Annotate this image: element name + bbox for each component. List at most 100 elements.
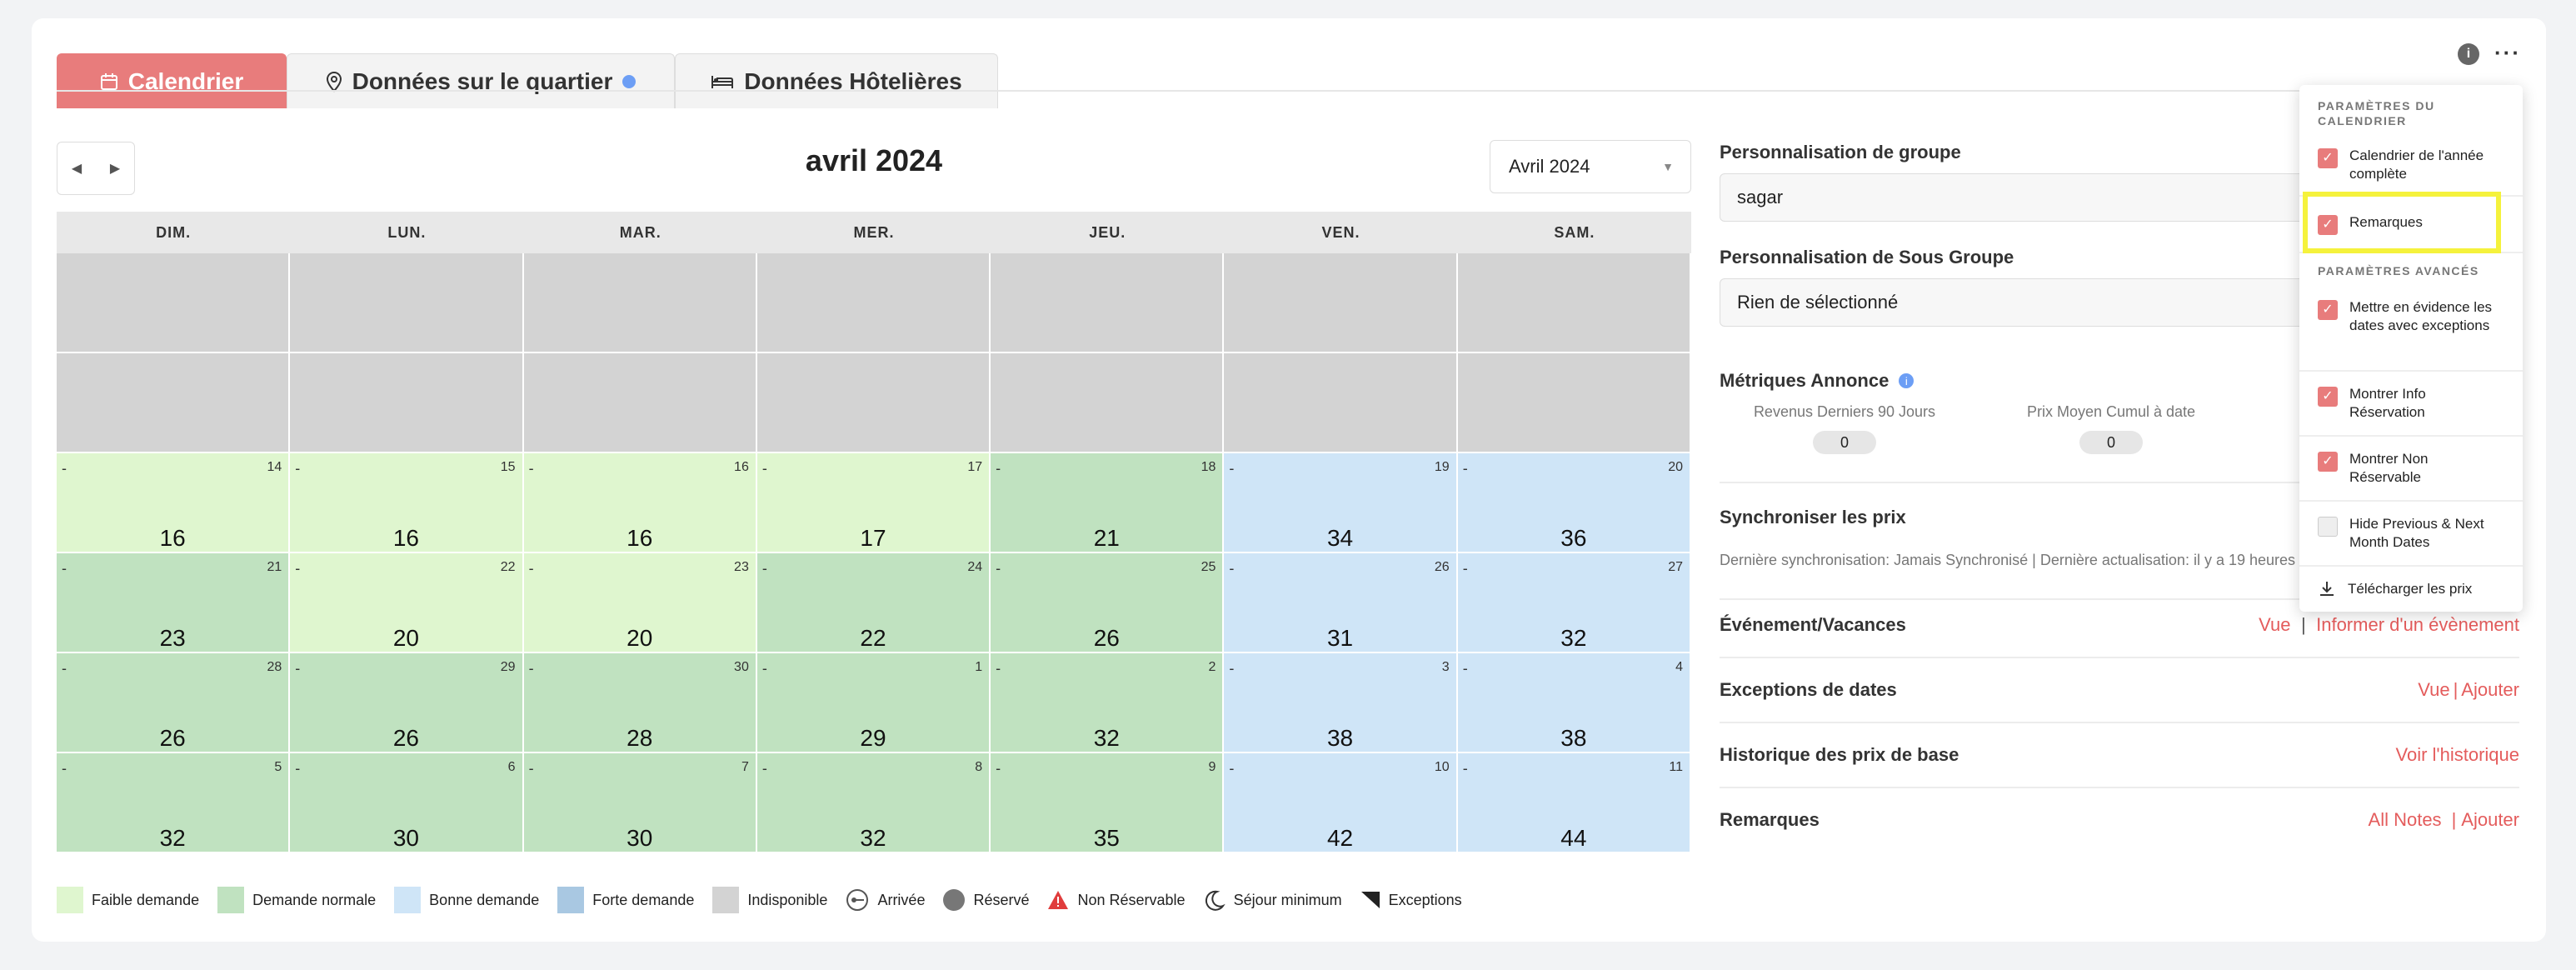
calendar-day-cell	[756, 253, 991, 353]
checkbox-checked-icon[interactable]: ✓	[2318, 148, 2338, 168]
calendar-day-cell[interactable]: - 21 23	[57, 553, 291, 653]
exceptions-add-link[interactable]: Ajouter	[2461, 679, 2519, 700]
divider	[2299, 500, 2523, 502]
cell-marker: -	[1462, 560, 1468, 577]
calendar-day-cell[interactable]: - 25 26	[991, 553, 1225, 653]
month-select[interactable]: Avril 2024 ▼	[1490, 140, 1691, 193]
day-price: 38	[1326, 725, 1354, 751]
day-price: 22	[860, 625, 886, 651]
chevron-left-icon[interactable]: ◀	[71, 162, 82, 176]
chevron-right-icon[interactable]: ▶	[109, 162, 121, 176]
legend-item: Demande normale	[217, 887, 376, 913]
day-number: 16	[734, 460, 749, 474]
cell-marker: -	[295, 460, 301, 477]
menu-item-label: Montrer Info Réservation	[2349, 386, 2426, 420]
cell-marker: -	[295, 560, 301, 577]
day-number: 5	[274, 760, 282, 774]
checkbox-checked-icon[interactable]: ✓	[2318, 215, 2338, 235]
menu-section-header: PARAMÈTRES DU CALENDRIER	[2318, 99, 2435, 128]
menu-item-download[interactable]: Télécharger les prix	[2299, 580, 2523, 598]
calendar-day-cell[interactable]: - 5 32	[57, 753, 291, 853]
tab-donnees-hotelieres[interactable]: Données Hôtelières	[675, 53, 998, 108]
weekday-header: DIM. LUN. MAR. MER. JEU. VEN. SAM.	[57, 212, 1691, 253]
calendar-day-cell[interactable]: - 1 29	[756, 653, 991, 753]
calendar-day-cell[interactable]: - 6 30	[290, 753, 524, 853]
info-icon[interactable]: i	[2458, 43, 2479, 65]
legend-label: Exceptions	[1388, 891, 1462, 908]
info-icon: i	[1899, 373, 1915, 388]
menu-item-hide-adjacent-months[interactable]: Hide Previous & Next Month Dates	[2299, 515, 2523, 552]
calendar-day-cell[interactable]: - 27 32	[1457, 553, 1691, 653]
calendar-day-cell[interactable]: - 26 31	[1224, 553, 1458, 653]
calendar-day-cell[interactable]: - 20 36	[1457, 453, 1691, 553]
month-select-value: Avril 2024	[1509, 156, 1590, 177]
calendar-day-cell[interactable]: - 10 42	[1224, 753, 1458, 853]
calendar-day-cell[interactable]: - 17 17	[756, 453, 991, 553]
calendar-day-cell[interactable]: - 8 32	[756, 753, 991, 853]
calendar-day-cell[interactable]: - 2 32	[991, 653, 1225, 753]
calendar-day-cell[interactable]: - 11 44	[1457, 753, 1691, 853]
subgroup-select-value: Rien de sélectionné	[1737, 292, 1899, 312]
divider	[1720, 722, 2519, 723]
calendar-day-cell[interactable]: - 30 28	[523, 653, 757, 753]
menu-item-booking-info[interactable]: ✓ Montrer Info Réservation	[2299, 385, 2523, 422]
divider	[1720, 598, 2519, 600]
checkbox-checked-icon[interactable]: ✓	[2318, 300, 2338, 320]
history-link[interactable]: Voir l'historique	[2395, 744, 2520, 765]
calendar-day-cell[interactable]: - 22 20	[290, 553, 524, 653]
calendar-day-cell[interactable]: - 23 20	[523, 553, 757, 653]
exceptions-view-link[interactable]: Vue	[2418, 679, 2450, 700]
calendar-day-cell[interactable]: - 14 16	[57, 453, 291, 553]
calendar-day-cell[interactable]: - 4 38	[1457, 653, 1691, 753]
legend-item: Indisponible	[712, 887, 827, 913]
day-number: 26	[1434, 560, 1450, 574]
menu-item-non-bookable[interactable]: ✓ Montrer Non Réservable	[2299, 450, 2523, 487]
checkbox-checked-icon[interactable]: ✓	[2318, 387, 2338, 407]
events-view-link[interactable]: Vue	[2259, 614, 2291, 635]
events-inform-link[interactable]: Informer d'un évènement	[2316, 614, 2519, 635]
menu-item-highlight-exceptions[interactable]: ✓ Mettre en évidence les dates avec exce…	[2299, 298, 2523, 335]
day-price: 36	[1560, 525, 1587, 551]
checkbox-checked-icon[interactable]: ✓	[2318, 452, 2338, 472]
calendar-day-cell	[57, 253, 291, 353]
exceptions-label: Exceptions de dates	[1720, 679, 1897, 700]
legend: Faible demande Demande normale Bonne dem…	[57, 883, 1480, 917]
tab-donnees-quartier[interactable]: Données sur le quartier	[287, 53, 675, 108]
calendar-day-cell[interactable]: - 16 16	[523, 453, 757, 553]
calendar-day-cell[interactable]: - 3 38	[1224, 653, 1458, 753]
day-number: 4	[1675, 660, 1683, 674]
day-price: 34	[1326, 525, 1354, 551]
metric-revenue: Revenus Derniers 90 Jours 0	[1720, 403, 1969, 454]
swatch	[217, 887, 245, 913]
menu-item-remarques[interactable]: ✓ Remarques	[2299, 213, 2523, 235]
day-price: 17	[860, 525, 886, 551]
calendar-day-cell[interactable]: - 9 35	[991, 753, 1225, 853]
calendar-day-cell[interactable]: - 19 34	[1224, 453, 1458, 553]
calendar-day-cell[interactable]: - 15 16	[290, 453, 524, 553]
day-price: 16	[627, 525, 653, 551]
cell-marker: -	[295, 660, 301, 677]
calendar-day-cell[interactable]: - 18 21	[991, 453, 1225, 553]
notes-all-link[interactable]: All Notes	[2368, 809, 2442, 830]
checkbox-unchecked-icon[interactable]	[2318, 517, 2338, 537]
cell-marker: -	[1462, 660, 1468, 677]
calendar-day-cell[interactable]: - 28 26	[57, 653, 291, 753]
calendar-day-cell	[991, 253, 1225, 353]
more-options-icon[interactable]: ···	[2494, 40, 2521, 65]
calendar-day-cell[interactable]: - 24 22	[756, 553, 991, 653]
metric-label: Prix Moyen Cumul à date	[2026, 403, 2196, 420]
swatch	[57, 887, 83, 913]
weekday-label: MAR.	[619, 223, 661, 241]
menu-item-full-year[interactable]: ✓ Calendrier de l'année complète	[2299, 147, 2523, 183]
day-number: 27	[1668, 560, 1683, 574]
calendar-day-cell	[991, 353, 1225, 453]
calendar-day-cell[interactable]: - 29 26	[290, 653, 524, 753]
divider	[1720, 482, 2519, 483]
legend-label: Réservé	[973, 891, 1030, 908]
day-price: 30	[392, 825, 419, 851]
day-number: 1	[975, 660, 983, 674]
calendar-day-cell[interactable]: - 7 30	[523, 753, 757, 853]
notes-add-link[interactable]: Ajouter	[2461, 809, 2519, 830]
tab-calendrier[interactable]: Calendrier	[57, 53, 287, 108]
cell-marker: -	[996, 660, 1001, 677]
